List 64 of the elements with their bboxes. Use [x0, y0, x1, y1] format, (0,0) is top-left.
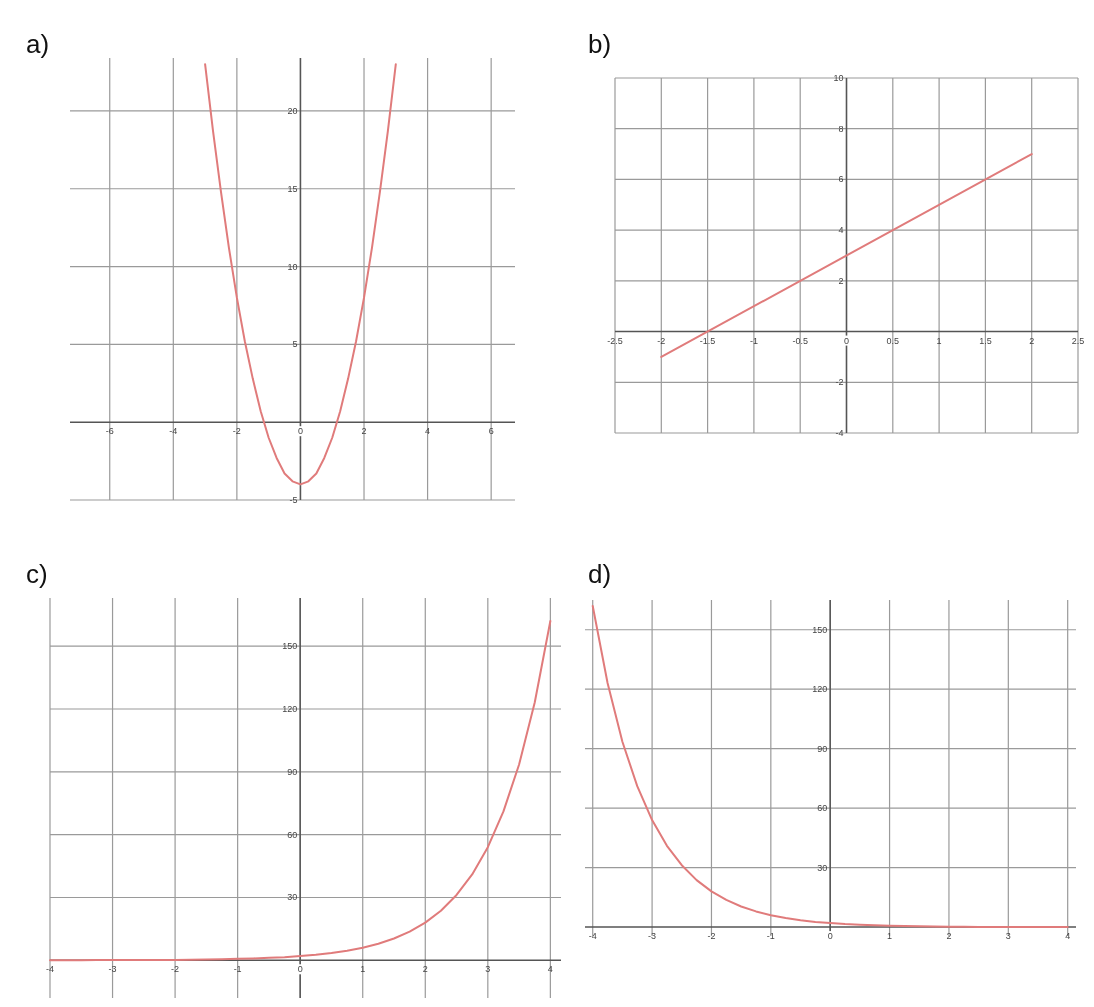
x-tick-label: -2.5	[607, 335, 623, 346]
x-tick-label: 0.5	[886, 335, 900, 346]
y-tick-label: 4	[838, 225, 844, 236]
x-tick-label: 0	[843, 335, 850, 346]
y-tick-label: 20	[287, 105, 298, 116]
line-series	[591, 604, 1069, 929]
x-tick-label: -4	[45, 964, 55, 975]
x-tick-label: 2.5	[1071, 335, 1085, 346]
y-tick-label: 5	[292, 339, 298, 350]
x-tick-label: 4	[1065, 931, 1071, 942]
y-tick-label: 30	[287, 892, 298, 903]
y-tick-label: 6	[838, 174, 844, 185]
y-tick-label: 90	[287, 766, 298, 777]
x-tick-label: -2	[171, 964, 180, 975]
x-tick-label: -3	[108, 964, 117, 975]
x-tick-label: 2	[946, 931, 952, 942]
x-tick-label: 2	[1029, 335, 1035, 346]
x-tick-label: -1	[233, 964, 242, 975]
x-tick-label: -2	[707, 931, 716, 942]
y-tick-label: 120	[812, 684, 828, 695]
chart-title: d)	[588, 559, 612, 589]
x-tick-label: -0.5	[792, 335, 808, 346]
x-tick-label: 2	[422, 964, 428, 975]
x-tick-label: -1	[766, 931, 775, 942]
x-tick-label: 1	[936, 335, 942, 346]
x-tick-label: -4	[588, 931, 597, 942]
y-tick-label: 10	[833, 73, 844, 83]
chart-title: b)	[588, 29, 612, 59]
x-tick-label: 1	[887, 931, 893, 942]
x-tick-label: -3	[648, 931, 657, 942]
line-series	[49, 620, 552, 962]
y-tick-label: 30	[817, 862, 828, 873]
x-tick-label: 4	[425, 426, 431, 437]
x-tick-label: 0	[297, 964, 303, 975]
y-tick-label: 60	[287, 829, 298, 840]
chart-title: c)	[26, 559, 48, 589]
x-tick-label: -1.5	[699, 335, 716, 346]
y-tick-label: 8	[838, 123, 844, 134]
x-tick-label: 1	[360, 964, 366, 975]
x-tick-label: 1.5	[979, 335, 992, 346]
y-tick-label: 90	[817, 743, 828, 754]
y-tick-label: 60	[817, 803, 828, 814]
x-tick-label: -2	[232, 426, 241, 437]
y-tick-label: 15	[287, 183, 298, 194]
line-series	[204, 63, 397, 486]
y-tick-label: -2	[835, 377, 844, 388]
x-tick-label: -1	[749, 335, 758, 346]
y-tick-label: 150	[282, 641, 298, 652]
y-tick-label: 10	[287, 261, 298, 272]
x-tick-label: 4	[547, 964, 553, 975]
chart-title: a)	[26, 29, 50, 59]
y-tick-label: 150	[812, 624, 828, 635]
x-tick-label: 3	[1005, 931, 1011, 942]
x-tick-label: 6	[488, 426, 494, 437]
x-tick-label: 2	[361, 426, 367, 437]
x-tick-label: -6	[105, 426, 114, 437]
x-tick-label: 0	[297, 426, 303, 437]
x-tick-label: -4	[169, 426, 178, 437]
x-tick-label: -2	[657, 335, 666, 346]
x-tick-label: 0	[827, 931, 833, 942]
y-tick-label: 120	[282, 703, 298, 714]
y-tick-label: -5	[289, 495, 298, 505]
y-tick-label: 2	[838, 275, 844, 286]
x-tick-label: 3	[485, 964, 491, 975]
